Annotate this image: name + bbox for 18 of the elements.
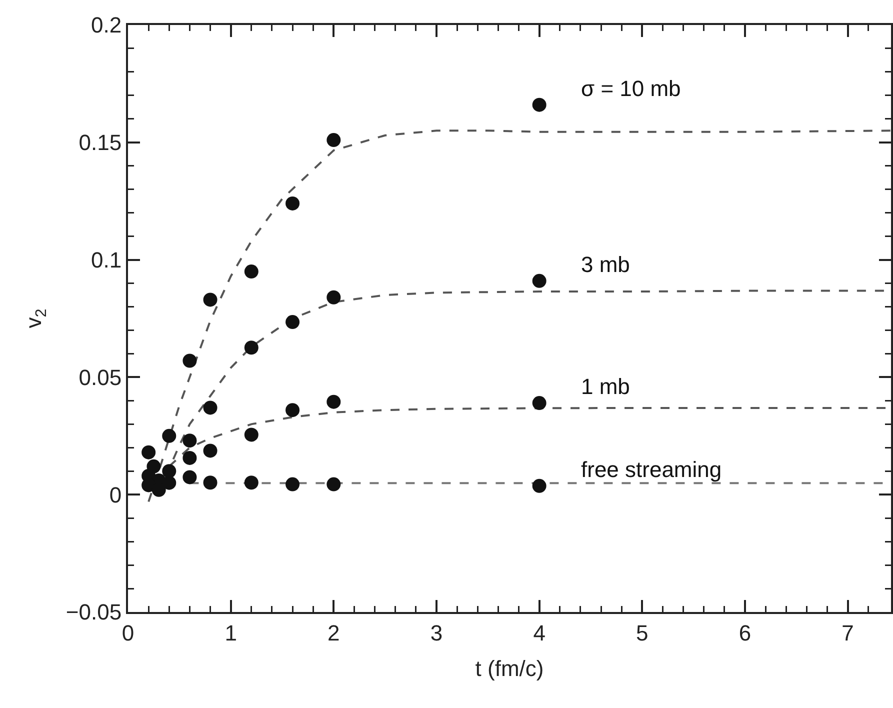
x-axis-title: t (fm/c) xyxy=(475,656,544,681)
y-tick-label: 0.2 xyxy=(91,12,122,38)
x-tick-label: 5 xyxy=(636,620,648,646)
y-tick-label: −0.05 xyxy=(66,600,122,625)
series-label: free streaming xyxy=(581,457,722,482)
y-tick-label: 0.05 xyxy=(78,364,122,390)
x-tick-label: 4 xyxy=(533,620,546,646)
series-label: 3 mb xyxy=(581,252,630,277)
y-tick-label: 0.15 xyxy=(78,130,122,156)
x-tick-label: 6 xyxy=(738,620,752,646)
y-tick-label: 0 xyxy=(109,482,122,508)
series-label: σ = 10 mb xyxy=(581,76,681,101)
y-tick-label: 0.1 xyxy=(91,248,122,272)
x-tick-label: 3 xyxy=(430,620,443,646)
x-tick-label: 2 xyxy=(328,620,340,646)
x-tick-label: 7 xyxy=(842,620,854,646)
series-label: 1 mb xyxy=(581,374,630,399)
x-tick-label: 1 xyxy=(224,620,237,646)
